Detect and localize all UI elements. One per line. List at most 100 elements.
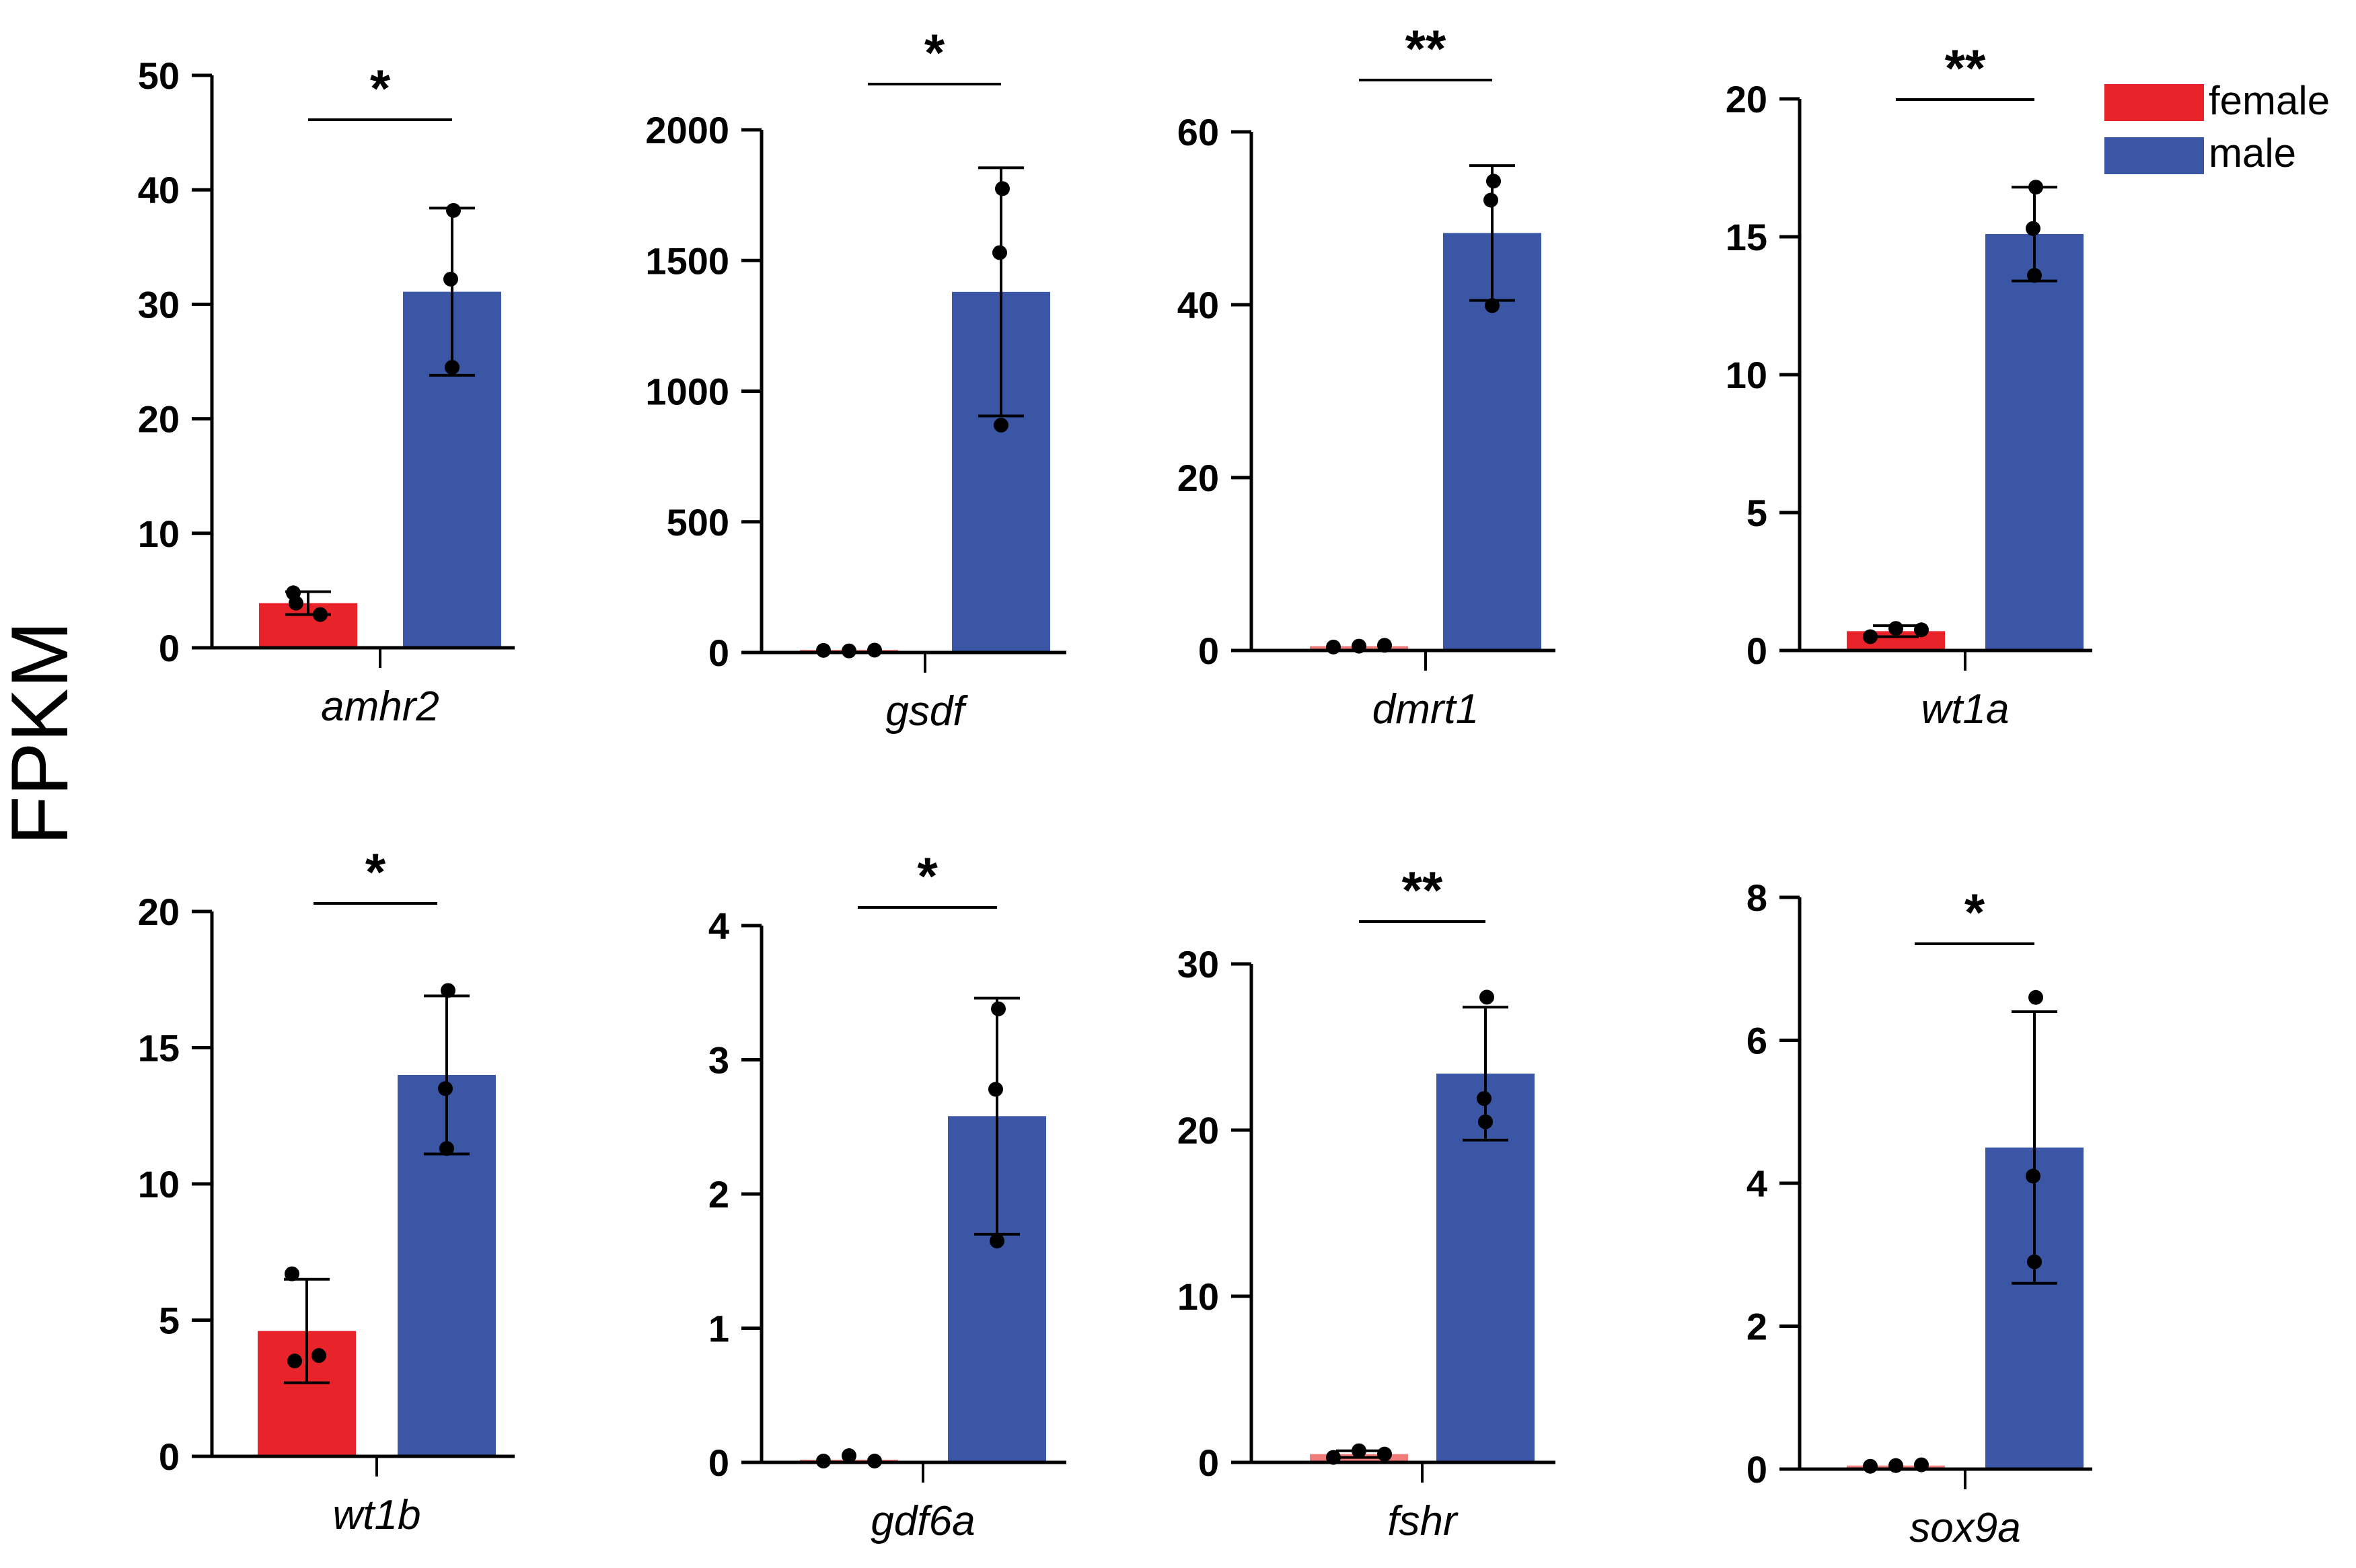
y-tick-label-fshr: 10 [1177, 1275, 1219, 1318]
y-tick-label-gsdf: 0 [708, 632, 729, 674]
gene-label-sox9a: sox9a [1909, 1505, 2020, 1551]
y-tick-label-gdf6a: 0 [708, 1442, 729, 1484]
panel-wt1a: 0 5 10 15 20 wt1a ** [1726, 38, 2092, 733]
y-tick-label-gdf6a: 4 [708, 905, 729, 947]
gene-label-wt1a: wt1a [1921, 686, 2010, 733]
data-point-wt1b-female [311, 1348, 326, 1364]
data-point-gdf6a-male [991, 1001, 1006, 1016]
error-bar-sox9a-male [2012, 1010, 2057, 1285]
data-point-sox9a-female [1863, 1458, 1878, 1474]
panel-dmrt1: 0 20 40 60 dmrt1 ** [1177, 19, 1555, 733]
y-tick-label-dmrt1: 0 [1198, 630, 1219, 672]
data-point-amhr2-male [446, 202, 461, 218]
significance-label-gdf6a: * [917, 846, 938, 905]
data-point-gsdf-male [994, 418, 1008, 433]
significance-label-wt1b: * [365, 842, 386, 901]
panel-gdf6a: 0 1 2 3 4 gdf6a * [708, 846, 1066, 1544]
significance-label-amhr2: * [370, 59, 391, 118]
data-point-amhr2-male [445, 360, 459, 375]
y-tick-label-gsdf: 500 [667, 501, 729, 544]
gene-label-fshr: fshr [1387, 1498, 1459, 1544]
data-point-wt1a-male [2028, 180, 2043, 195]
data-point-gdf6a-female [842, 1448, 856, 1464]
data-point-gsdf-female [867, 642, 882, 658]
y-tick-label-amhr2: 50 [138, 54, 180, 97]
y-tick-label-amhr2: 0 [159, 627, 180, 669]
data-point-dmrt1-male [1486, 174, 1501, 189]
data-point-dmrt1-female [1326, 639, 1341, 655]
significance-label-gsdf: * [924, 23, 945, 82]
y-tick-label-wt1a: 10 [1726, 354, 1767, 396]
data-point-fshr-male [1479, 990, 1494, 1005]
data-point-wt1b-female [285, 1266, 299, 1281]
data-point-wt1b-female [287, 1353, 302, 1369]
data-point-gsdf-male [992, 245, 1007, 260]
data-point-dmrt1-male [1485, 298, 1500, 313]
data-point-wt1a-male [2027, 268, 2042, 283]
gene-label-wt1b: wt1b [333, 1492, 421, 1538]
y-tick-label-wt1a: 20 [1726, 78, 1767, 120]
y-tick-label-wt1b: 15 [138, 1027, 180, 1070]
legend-label-female: female [2209, 78, 2330, 123]
data-point-gsdf-female [816, 642, 831, 658]
data-point-wt1b-male [438, 1081, 453, 1096]
y-tick-label-sox9a: 4 [1746, 1162, 1767, 1205]
y-tick-label-sox9a: 8 [1746, 876, 1767, 919]
y-tick-label-amhr2: 10 [138, 513, 180, 555]
legend-swatch-male [2104, 137, 2204, 174]
significance-label-wt1a: ** [1945, 38, 1986, 98]
panel-gsdf: 0 500 1000 1500 2000 gsdf * [645, 23, 1066, 735]
y-tick-label-fshr: 30 [1177, 943, 1219, 985]
data-point-dmrt1-male [1483, 192, 1498, 208]
y-tick-label-dmrt1: 60 [1177, 111, 1219, 153]
y-tick-label-amhr2: 30 [138, 283, 180, 326]
y-tick-label-gsdf: 1000 [645, 371, 729, 413]
y-axis-label: FPKM [0, 621, 85, 845]
y-tick-label-amhr2: 20 [138, 398, 180, 441]
y-tick-label-amhr2: 40 [138, 169, 180, 211]
y-tick-label-sox9a: 0 [1746, 1448, 1767, 1491]
panel-wt1b: 0 5 10 15 20 wt1b * [138, 842, 515, 1538]
data-point-wt1b-male [441, 983, 455, 998]
data-point-wt1a-female [1863, 629, 1878, 644]
y-tick-label-wt1a: 15 [1726, 216, 1767, 258]
y-tick-label-sox9a: 2 [1746, 1306, 1767, 1348]
y-tick-label-gdf6a: 3 [708, 1039, 729, 1082]
y-tick-label-sox9a: 6 [1746, 1020, 1767, 1062]
y-tick-label-fshr: 0 [1198, 1442, 1219, 1484]
data-point-fshr-female [1352, 1443, 1366, 1458]
y-tick-label-wt1b: 0 [159, 1435, 180, 1478]
data-point-wt1a-female [1914, 622, 1929, 638]
data-point-gdf6a-male [988, 1082, 1003, 1097]
panels: 01020304050amhr2*0500100015002000gsdf*02… [138, 19, 2092, 1551]
panel-amhr2: 0 10 20 30 40 50 amhr2 * [138, 54, 515, 730]
data-point-wt1b-male [439, 1141, 454, 1156]
legend-label-male: male [2209, 130, 2296, 176]
data-point-fshr-female [1377, 1446, 1392, 1462]
panel-fshr: 0 10 20 30 fshr ** [1177, 860, 1555, 1544]
y-tick-label-wt1b: 5 [159, 1300, 180, 1342]
significance-label-sox9a: * [1964, 883, 1985, 942]
data-point-sox9a-male [2028, 990, 2043, 1005]
gene-label-amhr2: amhr2 [321, 683, 439, 730]
y-tick-label-gsdf: 2000 [645, 109, 729, 151]
data-point-sox9a-male [2027, 1254, 2042, 1269]
y-tick-label-wt1b: 20 [138, 891, 180, 933]
y-tick-label-gdf6a: 1 [708, 1308, 729, 1350]
panel-sox9a: 0 2 4 6 8 sox9a * [1746, 876, 2092, 1551]
data-point-gsdf-male [995, 181, 1010, 196]
error-bar-gsdf-male [978, 166, 1024, 418]
gene-label-dmrt1: dmrt1 [1372, 686, 1479, 733]
y-tick-label-wt1a: 5 [1746, 492, 1767, 534]
data-point-amhr2-female [313, 607, 328, 622]
significance-label-fshr: ** [1402, 860, 1443, 920]
gene-label-gdf6a: gdf6a [871, 1498, 975, 1544]
legend: female male [2104, 78, 2330, 176]
y-tick-label-fshr: 20 [1177, 1109, 1219, 1152]
data-point-wt1a-male [2026, 221, 2040, 236]
gene-label-gsdf: gsdf [885, 688, 968, 735]
legend-swatch-female [2104, 84, 2204, 121]
data-point-fshr-male [1478, 1114, 1493, 1129]
data-point-wt1a-female [1888, 621, 1903, 636]
